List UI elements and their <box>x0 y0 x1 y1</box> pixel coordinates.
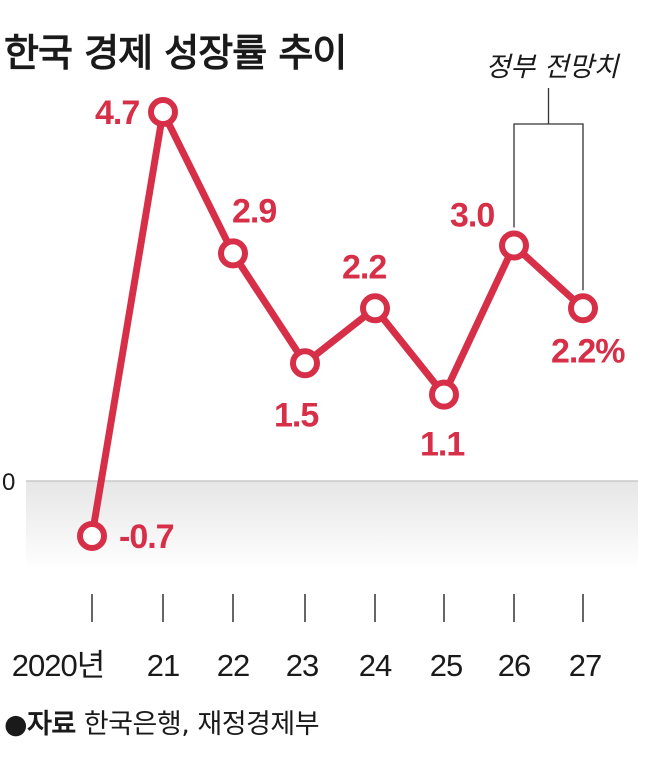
forecast-bracket <box>513 123 584 291</box>
data-point <box>77 520 107 551</box>
x-tick-label: 26 <box>498 648 530 683</box>
data-point <box>148 97 178 128</box>
data-point <box>429 379 459 410</box>
data-label: 2.2 <box>342 248 386 286</box>
data-point <box>568 293 598 324</box>
forecast-annotation-label: 정부 전망치 <box>486 52 621 83</box>
data-label: 4.7 <box>95 94 139 132</box>
y-tick-label-zero: 0 <box>2 469 15 496</box>
source-bullet: ● <box>4 709 28 740</box>
x-tick-label: 2020년 <box>12 648 104 683</box>
source-text: 한국은행, 재정경제부 <box>83 709 320 740</box>
line-chart: 0 2020년 21 22 23 24 25 26 27 정부 전망치 -0.7 4.7 2.9 1.… <box>2 52 638 683</box>
data-point <box>290 348 320 379</box>
source-label: 자료 <box>27 709 76 740</box>
x-tick-label: 24 <box>359 648 392 683</box>
data-label: 3.0 <box>450 197 494 235</box>
chart-title: 한국 경제 성장률 추이 <box>4 31 347 75</box>
data-label: 1.1 <box>420 426 464 464</box>
series-line <box>88 108 587 540</box>
negative-region-band <box>26 481 638 571</box>
data-label: 2.9 <box>232 192 276 230</box>
data-label: 1.5 <box>274 396 318 434</box>
x-tick-label: 27 <box>569 648 601 683</box>
source-note: ●자료 한국은행, 재정경제부 <box>4 702 320 741</box>
x-tick-label: 25 <box>430 648 462 683</box>
x-tick-label: 22 <box>217 648 249 683</box>
x-tick-label: 21 <box>147 648 179 683</box>
data-point <box>499 230 529 261</box>
data-label: 2.2% <box>551 332 625 370</box>
data-point <box>360 293 390 324</box>
data-label: -0.7 <box>119 518 174 556</box>
x-tick-label: 23 <box>286 648 318 683</box>
data-point <box>218 238 248 269</box>
